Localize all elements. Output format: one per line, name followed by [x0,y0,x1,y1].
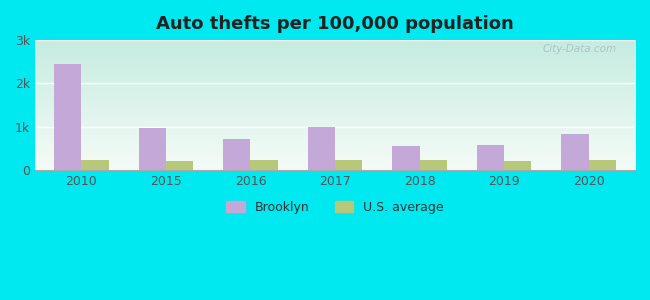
Bar [393,146,419,170]
Bar [308,127,335,170]
Legend: Brooklyn, U.S. average: Brooklyn, U.S. average [221,196,449,219]
Bar [55,64,81,170]
Bar [166,161,193,170]
Bar [588,160,616,170]
Bar [224,139,250,170]
Bar [139,128,166,170]
Bar [81,160,109,170]
Bar [335,160,362,170]
Title: Auto thefts per 100,000 population: Auto thefts per 100,000 population [156,15,514,33]
Bar [504,161,531,170]
Bar [250,160,278,170]
Bar [477,145,504,170]
Text: City-Data.com: City-Data.com [543,44,617,54]
Bar [419,160,447,170]
Bar [562,134,588,170]
